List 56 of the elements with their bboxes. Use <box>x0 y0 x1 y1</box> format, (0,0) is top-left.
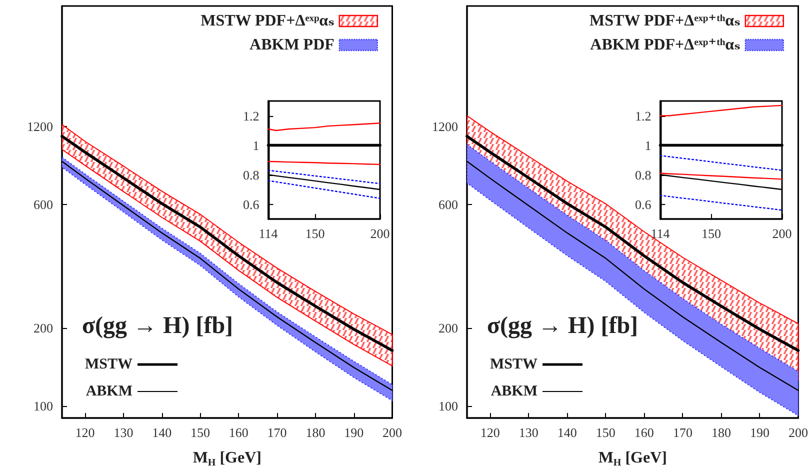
legend-label: ABKM PDF+Δᵉˣᵖ⁺ᵗʰαₛ <box>590 36 740 54</box>
y-tick-label: 1 <box>252 138 260 153</box>
x-tick-label: 140 <box>557 425 577 440</box>
x-tick-label: 114 <box>258 226 278 241</box>
y-tick-label: 1.2 <box>635 108 652 124</box>
line-series <box>268 180 381 199</box>
legend-label: ABKM <box>490 384 538 400</box>
legend-title: σ(gg → H) [fb] <box>82 313 234 339</box>
y-tick-label: 0.6 <box>635 196 652 212</box>
legend-label: MSTW <box>490 356 538 372</box>
line-series <box>268 122 381 132</box>
y-tick-label: 600 <box>34 196 53 212</box>
legend-label: MSTW PDF+Δᵉˣᵖαₛ <box>200 12 334 30</box>
line-series <box>268 170 381 184</box>
legend-label: MSTW PDF+Δᵉˣᵖ⁺ᵗʰαₛ <box>590 12 740 30</box>
y-tick-label: 1200 <box>27 118 53 134</box>
x-tick-label: 190 <box>344 425 364 440</box>
x-tick-label: 170 <box>267 425 287 440</box>
x-tick-label: 180 <box>711 425 731 440</box>
legend-label: ABKM <box>86 384 133 400</box>
x-tick-label: 190 <box>750 425 770 440</box>
line-series <box>660 194 783 211</box>
x-tick-label: 140 <box>152 425 172 440</box>
x-tick-label: 150 <box>190 425 210 440</box>
x-tick-label: 130 <box>114 425 134 440</box>
x-tick-label: 120 <box>75 425 95 440</box>
x-tick-label: 130 <box>518 425 538 440</box>
y-tick-label: 100 <box>34 398 53 414</box>
y-tick-label: 200 <box>34 320 53 336</box>
x-tick-label: 160 <box>228 425 248 440</box>
x-tick-label: 160 <box>634 425 654 440</box>
line-series <box>660 104 783 116</box>
line-series <box>660 154 783 171</box>
x-tick-label: 180 <box>306 425 326 440</box>
legend-label: MSTW <box>84 356 133 372</box>
x-tick-label: 150 <box>596 425 616 440</box>
y-tick-label: 1 <box>644 138 652 153</box>
y-tick-label: 1200 <box>432 118 458 134</box>
y-tick-label: 0.8 <box>635 167 652 182</box>
y-tick-label: 0.8 <box>243 167 260 182</box>
y-tick-label: 600 <box>438 196 458 212</box>
x-tick-label: 120 <box>480 425 500 440</box>
legend-label: ABKM PDF <box>250 36 335 54</box>
x-tick-label: 114 <box>650 226 670 241</box>
x-tick-label: 170 <box>672 425 692 440</box>
y-tick-label: 0.6 <box>243 196 260 212</box>
x-tick-label: 200 <box>370 226 390 241</box>
x-tick-label: 200 <box>772 226 792 241</box>
y-tick-label: 1.2 <box>243 108 260 124</box>
y-tick-label: 100 <box>438 398 458 414</box>
y-tick-label: 200 <box>438 320 458 336</box>
legend-title: σ(gg → H) [fb] <box>487 313 638 339</box>
x-tick-label: 150 <box>701 226 721 241</box>
x-tick-label: 150 <box>305 226 325 241</box>
x-tick-label: 200 <box>382 425 402 440</box>
x-tick-label: 200 <box>788 425 808 440</box>
